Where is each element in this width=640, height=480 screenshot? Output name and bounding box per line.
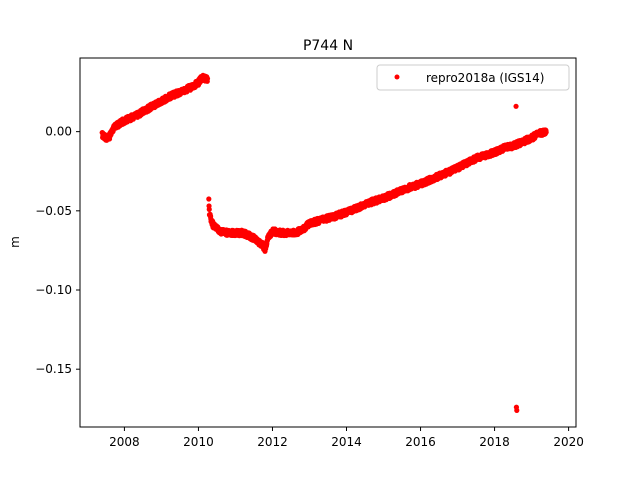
x-tick-label: 2012 bbox=[257, 435, 288, 449]
legend-marker bbox=[394, 74, 400, 80]
data-point bbox=[543, 129, 549, 135]
y-tick-label: 0.00 bbox=[45, 125, 72, 139]
chart-title: P744 N bbox=[303, 38, 353, 54]
legend: repro2018a (IGS14) bbox=[376, 64, 570, 91]
x-tick-label: 2008 bbox=[109, 435, 140, 449]
legend-entry-label: repro2018a (IGS14) bbox=[426, 71, 544, 85]
data-point bbox=[206, 206, 212, 212]
data-point bbox=[204, 76, 211, 82]
y-axis-label: m bbox=[8, 236, 22, 248]
x-tick-label: 2010 bbox=[183, 435, 214, 449]
y-tick-label: −0.10 bbox=[35, 283, 72, 297]
y-tick-label: −0.05 bbox=[35, 204, 72, 218]
data-points bbox=[99, 72, 549, 413]
x-tick-label: 2020 bbox=[553, 435, 584, 449]
y-tick-label: −0.15 bbox=[35, 362, 72, 376]
y-axis-ticks: 0.00 −0.05 −0.10 −0.15 bbox=[35, 125, 80, 376]
data-point bbox=[206, 196, 212, 202]
data-point bbox=[514, 407, 520, 413]
data-point bbox=[513, 103, 519, 109]
x-axis-ticks: 2008 2010 2012 2014 2016 2018 2020 bbox=[109, 427, 584, 449]
legend-box bbox=[376, 64, 570, 91]
plot-frame bbox=[79, 57, 577, 428]
x-tick-label: 2018 bbox=[479, 435, 510, 449]
x-tick-label: 2016 bbox=[405, 435, 436, 449]
x-tick-label: 2014 bbox=[331, 435, 362, 449]
